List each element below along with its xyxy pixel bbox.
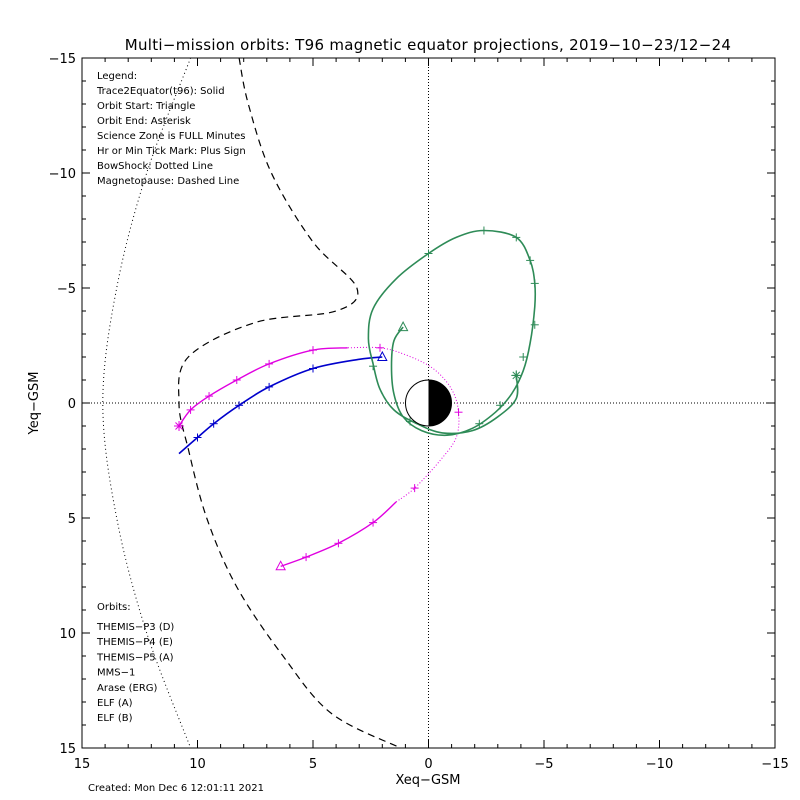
arase-erg-tick-mark [369, 362, 378, 371]
themis-p5-a-tick-mark [232, 376, 241, 384]
earth [405, 379, 452, 427]
themis-p5-a-tick-mark [334, 539, 343, 548]
arase-erg-tick-mark [479, 226, 488, 235]
themis-p4-e-orbit-line [178, 356, 383, 455]
themis-p5-a-tick-mark [309, 346, 317, 355]
themis-p4-e-tick-mark [309, 364, 317, 373]
arase-erg-tick-mark [475, 419, 484, 428]
x-tick-label: 0 [424, 757, 432, 772]
y-tick-label: −10 [49, 167, 76, 182]
arase-erg-end-asterisk [511, 370, 522, 381]
y-tick-label: 10 [59, 627, 76, 642]
themis-p5-a-tick-mark [205, 392, 214, 401]
arase-erg-tick-mark [406, 417, 415, 426]
themis-p5-a-tick-mark [410, 484, 419, 493]
arase-erg-tick-mark [496, 401, 505, 410]
x-tick-label: −15 [761, 757, 788, 772]
arase-erg-tick-mark [512, 233, 521, 242]
themis-p4-e-tick-mark [235, 401, 244, 410]
arase-erg-tick-mark [424, 249, 433, 258]
boundaries [102, 58, 402, 748]
themis-p4-e-tick-mark [265, 382, 274, 391]
orbit-entry-label: ELF (A) [97, 698, 133, 709]
x-axis-title: Xeq−GSM [395, 773, 460, 788]
arase-erg-tick-mark [519, 353, 528, 361]
arase-erg-start-triangle [397, 321, 409, 332]
y-tick-label: −15 [49, 52, 76, 67]
legend-line: Science Zone is FULL Minutes [97, 131, 246, 142]
earth-night-side [428, 380, 452, 426]
arase-erg-asterisk-stroke [512, 371, 521, 380]
legend-line: Orbit Start: Triangle [97, 101, 195, 112]
orbit-entry-label: THEMIS−P3 (D) [96, 622, 174, 633]
y-tick-label: 15 [59, 742, 76, 757]
legend: Legend: Trace2Equator(t96): Solid Orbit St… [96, 71, 246, 187]
themis-p5-a-tick-mark [302, 553, 311, 562]
orbit-markers [174, 226, 539, 571]
legend-line: Hr or Min Tick Mark: Plus Sign [97, 146, 246, 157]
y-tick-label: −5 [57, 282, 76, 297]
created-footer: Created: Mon Dec 6 12:01:11 2021 [88, 783, 264, 794]
arase-erg-tick-mark [530, 320, 539, 329]
themis-p5-a-end-asterisk [174, 421, 185, 431]
x-tick-label: −10 [646, 757, 673, 772]
themis-p5-a-asterisk-stroke [175, 422, 183, 430]
orbits-heading: Orbits: [97, 602, 131, 613]
themis-p4-e-start-triangle [376, 350, 388, 361]
orbit-entry-label: Arase (ERG) [97, 683, 158, 694]
themis-p5-a-tick-mark [265, 359, 274, 368]
y-tick-label: 5 [68, 512, 76, 527]
themis-p4-e-tick-mark [193, 433, 202, 442]
orbit-entry-label: THEMIS−P5 (A) [96, 652, 174, 663]
arase-erg-tick-mark [526, 256, 535, 265]
orbit-entry-label: THEMIS−P4 (E) [96, 637, 173, 648]
arase-erg-tick-mark [530, 279, 539, 288]
y-axis-title: Yeq−GSM [27, 372, 42, 436]
x-tick-label: 5 [309, 757, 317, 772]
orbit-entry-label: ELF (B) [97, 713, 133, 724]
legend-line: Orbit End: Asterisk [97, 116, 191, 127]
legend-line: Magnetopause: Dashed Line [97, 176, 239, 187]
themis-p5-a-tick-mark [454, 408, 463, 417]
themis-p5-a-tick-mark [186, 405, 195, 414]
themis-p5-a-start-triangle [275, 560, 286, 571]
axis-ticks: 15 10 5 0 −5 −10 −15 −15 −10 −5 0 5 10 15 [49, 52, 789, 772]
x-tick-label: −5 [534, 757, 553, 772]
orbit-list: Orbits: THEMIS−P3 (D) THEMIS−P4 (E) THEMIS−… [96, 602, 174, 724]
x-tick-label: 15 [74, 757, 91, 772]
themis-p4-e-tick-mark [209, 419, 218, 428]
y-tick-label: 0 [68, 397, 76, 412]
legend-line: Legend: [97, 71, 137, 82]
themis-p5-a-tick-mark [375, 343, 384, 352]
orbit-entry-label: MMS−1 [97, 668, 135, 679]
magnetopause-line [177, 58, 402, 748]
themis-p5-a-tick-mark [369, 518, 378, 527]
legend-line: Trace2Equator(t96): Solid [96, 86, 225, 97]
chart-title: Multi−mission orbits: T96 magnetic equat… [125, 36, 732, 54]
x-tick-label: 10 [189, 757, 206, 772]
legend-line: BowShock: Dotted Line [97, 161, 213, 172]
